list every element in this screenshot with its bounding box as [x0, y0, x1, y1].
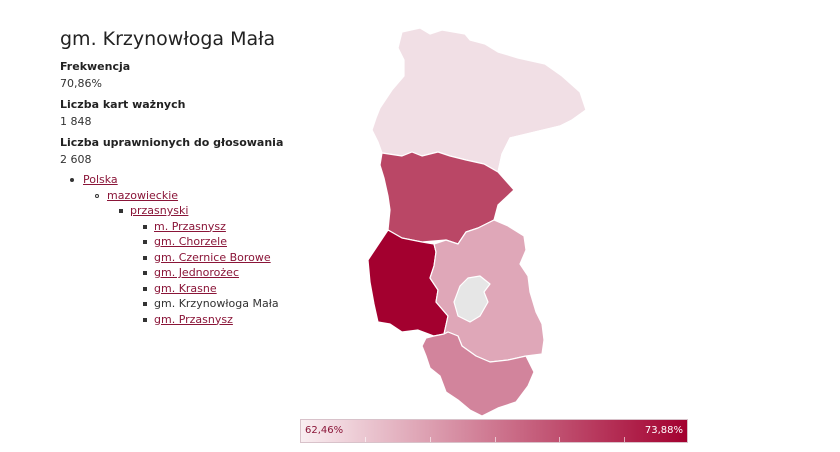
country-link[interactable]: Polska [83, 173, 118, 186]
tree-item-county: przasnyski [60, 203, 279, 219]
valid-cards-value: 1 848 [60, 115, 92, 128]
bullet-icon [143, 240, 147, 244]
valid-cards-label: Liczba kart ważnych [60, 98, 186, 111]
eligible-voters-value: 2 608 [60, 153, 92, 166]
tree-item-voivodeship: mazowieckie [60, 188, 279, 204]
eligible-voters-label: Liczba uprawnionych do głosowania [60, 136, 284, 149]
bullet-icon [119, 209, 123, 213]
bullet-icon [143, 302, 147, 306]
municipality-item: gm. Czernice Borowe [60, 250, 279, 266]
bullet-icon [143, 255, 147, 260]
region-tree: Polska mazowieckie przasnyski m. Przasny… [60, 172, 279, 327]
legend-min-label: 62,46% [305, 425, 344, 436]
turnout-value: 70,86% [60, 77, 102, 90]
municipality-item: gm. Krzynowłoga Mała [60, 296, 279, 312]
bullet-icon [143, 286, 147, 291]
color-legend: 62,46% 73,88% [300, 419, 688, 443]
region-przasnysz[interactable]: gm. Przasnysz [429, 219, 545, 363]
bullet-icon [143, 224, 147, 229]
municipality-item: gm. Przasnysz [60, 312, 279, 328]
municipality-item: gm. Krasne [60, 281, 279, 297]
bullet-icon [143, 271, 147, 275]
municipality-link[interactable]: m. Przasnysz [154, 219, 226, 233]
legend-gradient [301, 420, 687, 442]
bullet-icon [70, 178, 74, 182]
voivodeship-link[interactable]: mazowieckie [107, 188, 179, 202]
legend-tick [430, 437, 431, 442]
page-title: gm. Krzynowłoga Mała [60, 28, 276, 50]
legend-tick [365, 437, 366, 442]
municipality-link[interactable]: gm. Chorzele [154, 235, 227, 248]
turnout-label: Frekwencja [60, 60, 131, 73]
region-krasne[interactable]: gm. Krasne [421, 331, 535, 417]
municipality-link[interactable]: gm. Czernice Borowe [154, 250, 271, 264]
county-map: gm. Chorzele gm. Jednorożec gm. Krzynowł… [367, 27, 606, 417]
tree-item-country: Polska [60, 172, 279, 188]
info-panel: gm. Krzynowłoga Mała Frekwencja 70,86% L… [60, 28, 310, 166]
bullet-icon [95, 193, 99, 198]
county-link[interactable]: przasnyski [130, 204, 189, 217]
municipality-link[interactable]: gm. Przasnysz [154, 312, 233, 326]
municipality-item: m. Przasnysz [60, 219, 279, 235]
municipality-link[interactable]: gm. Krasne [154, 281, 217, 295]
bullet-icon [143, 317, 147, 322]
legend-tick [495, 437, 496, 442]
municipality-list: m. Przasnysz gm. Chorzele gm. Czernice Bor… [60, 219, 279, 328]
legend-tick [559, 437, 560, 442]
legend-max-label: 73,88% [644, 425, 683, 436]
legend-tick [624, 437, 625, 442]
municipality-link[interactable]: gm. Jednorożec [154, 266, 239, 279]
municipality-item: gm. Jednorożec [60, 265, 279, 281]
current-municipality: gm. Krzynowłoga Mała [154, 297, 279, 310]
municipality-item: gm. Chorzele [60, 234, 279, 250]
region-m-przasnysz[interactable]: m. Przasnysz [453, 275, 491, 323]
